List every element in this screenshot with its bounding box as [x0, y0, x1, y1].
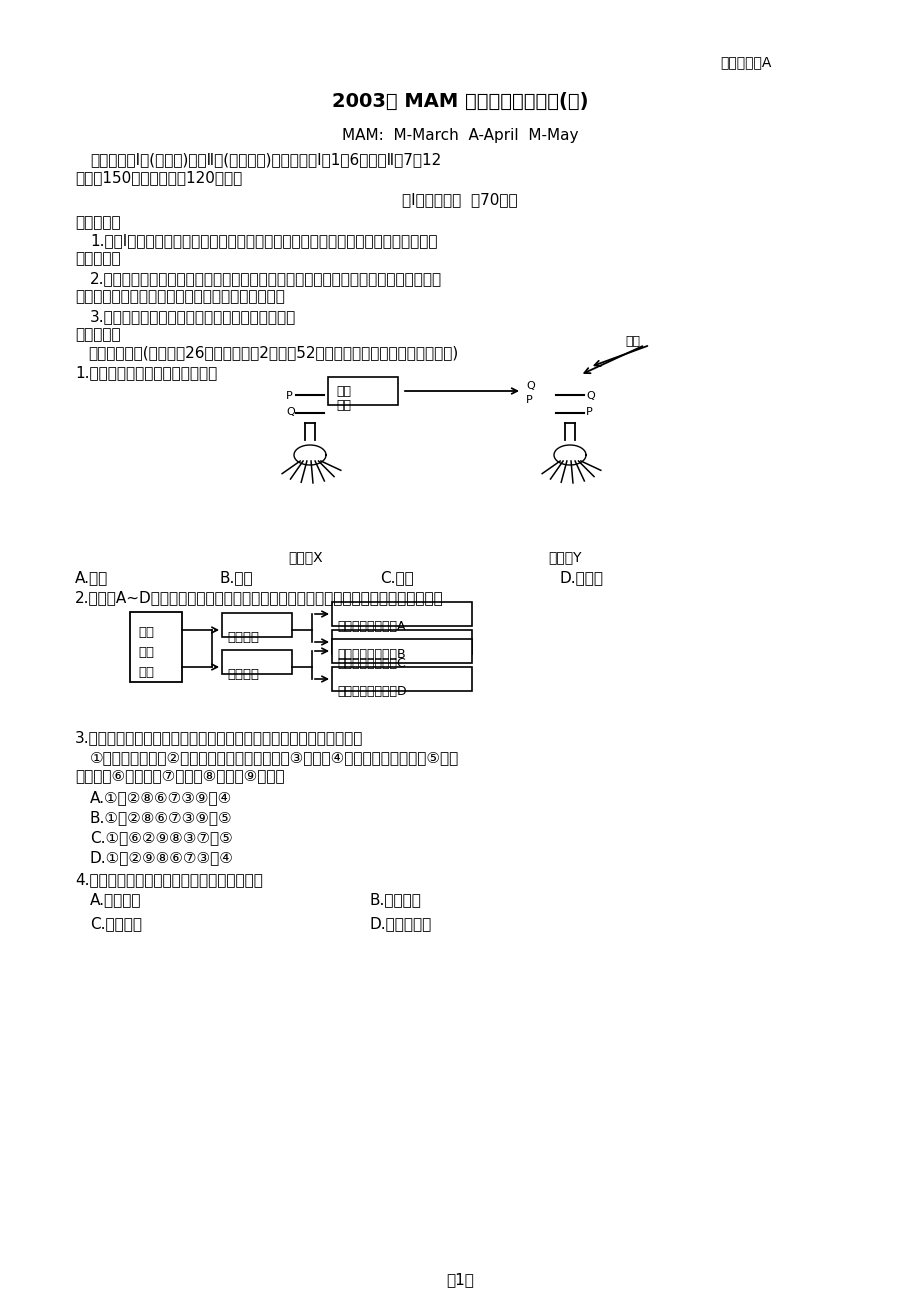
Bar — [332, 630, 471, 654]
Text: D.细胞核移植: D.细胞核移植 — [369, 917, 432, 931]
Text: 素和乙烯⑥愈伤组织⑦再分化⑧脱分化⑨植物体: 素和乙烯⑥愈伤组织⑦再分化⑧脱分化⑨植物体 — [75, 768, 284, 783]
Text: 一、选择题: 一、选择题 — [75, 327, 120, 342]
Text: Q: Q — [286, 408, 294, 417]
Text: 倒转: 倒转 — [335, 398, 351, 411]
Text: 注意事项：: 注意事项： — [75, 215, 120, 230]
Bar — [332, 602, 471, 626]
Text: P: P — [585, 408, 592, 417]
Text: D.不弯曲: D.不弯曲 — [560, 570, 604, 585]
Text: 2003年 MAM 高考生物仿真试题(三): 2003年 MAM 高考生物仿真试题(三) — [332, 92, 587, 111]
Text: 3.植物组织培养依据的原理、培养过程的顺序及诱导的植物激素分别是: 3.植物组织培养依据的原理、培养过程的顺序及诱导的植物激素分别是 — [75, 730, 363, 745]
Text: D.①、②⑨⑧⑥⑦③、④: D.①、②⑨⑧⑥⑦③、④ — [90, 850, 233, 865]
Bar — [328, 378, 398, 405]
Bar — [332, 667, 471, 691]
Text: 新陈代谢速率降低B: 新陈代谢速率降低B — [336, 648, 405, 661]
Text: C.向下: C.向下 — [380, 570, 414, 585]
Text: 本试卷分第Ⅰ卷(选择题)和第Ⅱ卷(非选择题)两部分。第Ⅰ卷1至6页，第Ⅱ卷7至12: 本试卷分第Ⅰ卷(选择题)和第Ⅱ卷(非选择题)两部分。第Ⅰ卷1至6页，第Ⅱ卷7至1… — [90, 152, 441, 167]
Text: 新陈代谢速率增加C: 新陈代谢速率增加C — [336, 658, 405, 671]
Text: 体温升高: 体温升高 — [227, 668, 259, 681]
Text: 新陈代谢速率降低D: 新陈代谢速率降低D — [336, 685, 406, 698]
Text: 3.考试结束后，考生将本试卷和答题卡一并交回。: 3.考试结束后，考生将本试卷和答题卡一并交回。 — [90, 309, 296, 324]
Bar — [332, 639, 471, 663]
Text: MAM:  M-March  A-April  M-May: MAM: M-March A-April M-May — [341, 128, 578, 143]
Text: Q: Q — [585, 391, 594, 401]
Text: 第Ⅰ卷（选择题  共70分）: 第Ⅰ卷（选择题 共70分） — [402, 191, 517, 207]
Text: A.①、②⑧⑥⑦③⑨、④: A.①、②⑧⑥⑦③⑨、④ — [90, 790, 232, 805]
Text: （一）单选题(本题包括26小题，每小题2分，共52分。每小题只有一个选项符合题意): （一）单选题(本题包括26小题，每小题2分，共52分。每小题只有一个选项符合题意… — [88, 345, 458, 359]
Text: 体温降低: 体温降低 — [227, 631, 259, 644]
Text: 擦干净后，再选涂其他答案标号，不能答在试卷上。: 擦干净后，再选涂其他答案标号，不能答在试卷上。 — [75, 289, 285, 303]
Text: C.①、⑥②⑨⑧③⑦、⑤: C.①、⑥②⑨⑧③⑦、⑤ — [90, 829, 233, 845]
Text: 2.每小题选出答案后，用铅笔把答题卡上对应题目的答案标号涂黑，如需改动，用橡皮: 2.每小题选出答案后，用铅笔把答题卡上对应题目的答案标号涂黑，如需改动，用橡皮 — [90, 271, 442, 286]
Text: 2.下图中A~D的体温调节中，哪一途径表示人体持续生活的过冷环境中并可能导致死亡: 2.下图中A~D的体温调节中，哪一途径表示人体持续生活的过冷环境中并可能导致死亡 — [75, 590, 443, 605]
Text: 试卷类型：A: 试卷类型：A — [720, 55, 770, 69]
Bar — [221, 613, 291, 637]
Text: B.细胞融合: B.细胞融合 — [369, 892, 422, 907]
Text: 1.答第Ⅰ卷前，考生务必将自己的姓名、准考证号、考试科目、试卷类型用铅笔涂写在: 1.答第Ⅰ卷前，考生务必将自己的姓名、准考证号、考试科目、试卷类型用铅笔涂写在 — [90, 233, 437, 247]
Text: －1－: －1－ — [446, 1272, 473, 1286]
Text: 光照: 光照 — [624, 335, 640, 348]
Text: B.①、②⑧⑥⑦③⑨、⑤: B.①、②⑧⑥⑦③⑨、⑤ — [90, 810, 233, 825]
Text: 1.下图中胚芽鞘Ｙ的弯曲情况将是: 1.下图中胚芽鞘Ｙ的弯曲情况将是 — [75, 365, 217, 380]
Text: 答题卡上。: 答题卡上。 — [75, 251, 120, 266]
Text: 新陈代谢速率增加A: 新陈代谢速率增加A — [336, 620, 405, 633]
Bar — [221, 650, 291, 674]
Text: ①体细胞的全能性②离体植物器官、组织或细胞③根、芽④生长素和细胞分裂素⑤生长: ①体细胞的全能性②离体植物器官、组织或细胞③根、芽④生长素和细胞分裂素⑤生长 — [90, 750, 459, 766]
Text: C.胚胎移植: C.胚胎移植 — [90, 917, 142, 931]
Text: 胚芽鞘X: 胚芽鞘X — [288, 549, 323, 564]
Text: 人体: 人体 — [138, 626, 153, 639]
Text: A.组织培养: A.组织培养 — [90, 892, 142, 907]
Text: 胚芽鞘Y: 胚芽鞘Y — [548, 549, 581, 564]
Text: P: P — [286, 391, 292, 401]
Text: 4.能提高良种家畜繁殖能力的细胞工程技术是: 4.能提高良种家畜繁殖能力的细胞工程技术是 — [75, 872, 263, 887]
Text: 页。共150分，考试时间120分钟。: 页。共150分，考试时间120分钟。 — [75, 171, 242, 185]
Text: 体温: 体温 — [138, 667, 153, 680]
Text: B.向右: B.向右 — [220, 570, 254, 585]
Text: A.向左: A.向左 — [75, 570, 108, 585]
Text: Q: Q — [526, 381, 534, 391]
Bar — [130, 612, 182, 682]
Text: P: P — [526, 395, 532, 405]
Text: 正常: 正常 — [138, 646, 153, 659]
Text: 切断: 切断 — [335, 385, 351, 398]
